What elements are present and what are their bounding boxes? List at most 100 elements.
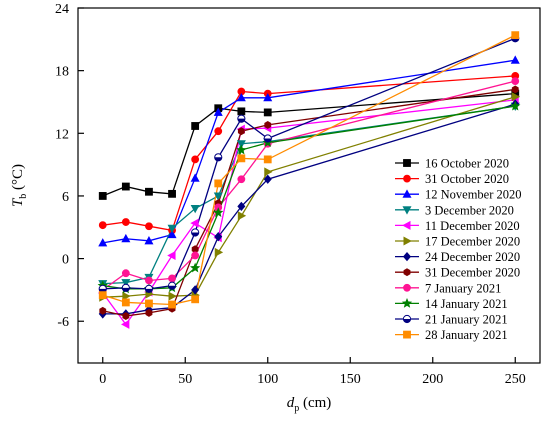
data-point-3-december-2020 [236,140,246,149]
marker-fill [122,287,130,292]
y-axis-title-unit: (°C) [10,164,26,194]
legend-item-3-december-2020: 3 December 2020 [395,203,514,217]
data-point-31-december-2020 [99,306,107,315]
legend-swatch-marker [402,206,412,215]
legend-swatch-marker [402,189,412,198]
legend-item-31-october-2020: 31 October 2020 [395,172,509,186]
legend-label: 31 October 2020 [425,172,509,186]
legend-item-28-january-2021: 28 January 2021 [395,328,508,342]
data-point-14-january-2021 [190,262,201,273]
data-point-28-january-2021 [121,298,130,307]
marker-fill [191,232,199,237]
data-point-24-december-2020 [191,285,200,295]
legend-swatch-marker [403,283,411,292]
data-point-21-january-2021 [167,281,177,290]
data-point-12-november-2020 [167,229,177,239]
y-axis-title: Tb (°C) [10,164,29,207]
legend-item-7-january-2021: 7 January 2021 [395,281,501,295]
data-point-14-january-2021 [236,144,247,155]
legend-item-12-november-2020: 12 November 2020 [395,188,522,202]
data-point-17-december-2020 [237,211,247,221]
plot-markers [97,31,521,329]
marker-fill [264,138,272,143]
data-point-31-october-2020 [214,127,223,136]
legend-item-24-december-2020: 24 December 2020 [395,250,520,264]
data-point-11-december-2020 [167,250,176,260]
legend-swatch-marker [402,314,412,324]
x-tick-label: 200 [422,372,443,387]
x-tick-label: 250 [505,372,526,387]
data-point-16-october-2020 [263,108,272,117]
data-point-12-november-2020 [263,92,273,102]
data-point-3-december-2020 [190,204,200,214]
legend-label: 31 December 2020 [425,266,520,280]
data-point-7-january-2021 [191,251,200,260]
legend-swatch-marker [403,251,411,262]
legend-item-16-october-2020: 16 October 2020 [395,157,509,171]
data-point-11-december-2020 [190,218,199,228]
data-point-7-january-2021 [121,269,130,278]
data-point-16-october-2020 [98,192,107,200]
data-point-12-november-2020 [98,238,108,247]
legend-label: 3 December 2020 [425,203,514,217]
legend-label: 7 January 2021 [425,281,501,295]
legend-item-11-december-2020: 11 December 2020 [395,219,520,233]
y-tick-label: 18 [55,65,69,80]
data-point-21-january-2021 [263,134,272,143]
legend-item-21-january-2021: 21 January 2021 [395,313,508,327]
data-point-28-january-2021 [263,155,272,164]
data-point-17-december-2020 [168,291,177,301]
y-tick-label: 0 [62,253,69,268]
x-axis-title-sub: p [294,403,299,414]
y-tick-label: 6 [62,190,69,205]
data-point-31-december-2020 [511,85,519,94]
data-point-31-october-2020 [98,221,107,230]
legend-swatch-marker [401,298,413,308]
x-tick-label: 100 [257,372,278,387]
data-point-21-january-2021 [214,153,223,162]
x-tick-label: 150 [340,372,361,387]
x-axis-ticks: 0 50 100 150 200 250 [99,357,526,387]
marker-fill [214,157,222,161]
legend-label: 12 November 2020 [425,188,522,202]
data-point-14-january-2021 [213,207,224,218]
data-point-28-january-2021 [145,299,153,308]
marker-fill [168,285,176,290]
legend-item-17-december-2020: 17 December 2020 [395,235,520,249]
y-axis-title-sub: b [18,194,29,199]
legend-label: 11 December 2020 [425,219,520,233]
y-tick-label: -6 [57,315,69,330]
legend-swatch-marker [402,220,411,230]
legend-label: 17 December 2020 [425,235,520,249]
marker-fill [237,118,245,123]
data-point-3-december-2020 [121,279,131,288]
data-point-3-december-2020 [213,192,223,201]
marker-fill [145,288,153,293]
legend-swatch-marker [403,268,411,277]
data-point-7-january-2021 [511,77,520,85]
legend-item-14-january-2021: 14 January 2021 [395,297,508,311]
data-point-28-january-2021 [98,291,107,300]
data-point-17-december-2020 [214,247,224,257]
data-point-16-october-2020 [191,122,200,130]
data-point-24-december-2020 [263,174,272,184]
data-point-17-december-2020 [264,167,273,177]
y-tick-label: 24 [55,2,69,17]
data-point-24-december-2020 [214,232,223,242]
data-point-31-december-2020 [145,308,153,317]
data-point-28-january-2021 [214,179,223,188]
y-axis-ticks: -6 0 6 12 18 24 [55,2,84,330]
data-point-12-november-2020 [144,236,154,245]
data-point-31-december-2020 [264,120,272,129]
x-tick-label: 0 [99,372,106,387]
legend-swatch-marker [403,174,411,183]
data-point-28-january-2021 [511,31,520,40]
data-point-17-december-2020 [511,92,521,102]
data-point-12-november-2020 [190,173,200,182]
data-point-16-october-2020 [121,182,130,191]
data-point-31-october-2020 [145,222,153,231]
legend-swatch-marker [403,330,411,339]
data-point-28-january-2021 [191,295,200,304]
